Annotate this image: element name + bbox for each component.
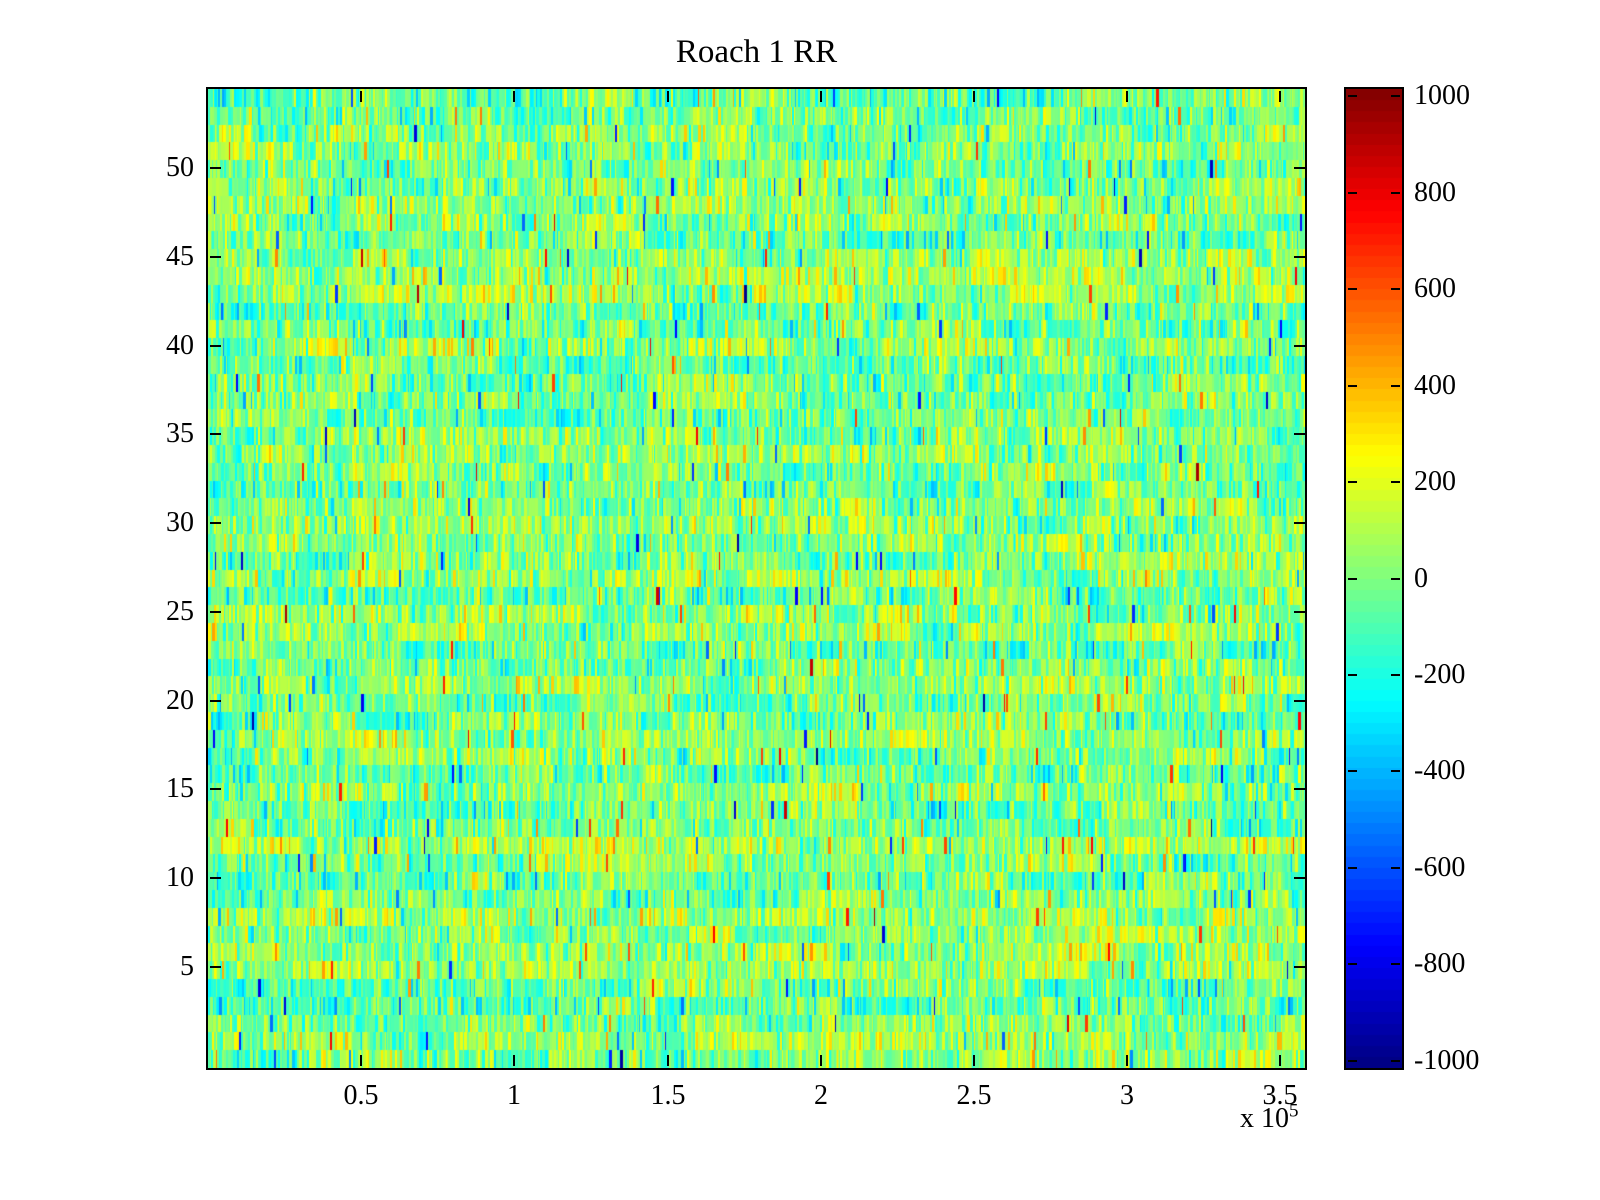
colorbar-tick-right [1391,95,1400,97]
y-tick-label: 15 [166,773,194,804]
y-tick-left [210,611,221,613]
colorbar-tick-right [1391,288,1400,290]
colorbar-tick-label: -1000 [1414,1045,1480,1076]
y-tick-right [1294,167,1305,169]
x-tick-top [667,91,669,102]
x-tick-label: 3 [1120,1080,1134,1111]
colorbar-tick-right [1391,192,1400,194]
colorbar-tick-right [1391,481,1400,483]
x-tick-top [1279,91,1281,102]
colorbar-tick-label: 200 [1414,466,1456,497]
y-tick-right [1294,433,1305,435]
x-tick-top [513,91,515,102]
y-tick-left [210,788,221,790]
colorbar-tick-left [1348,192,1357,194]
x-tick-top [360,91,362,102]
x-axis-exponent: x 105 [1240,1100,1299,1135]
x-tick-label: 3.5 [1262,1080,1298,1111]
x-axis-exponent-prefix: x 10 [1240,1103,1289,1134]
y-tick-right [1294,877,1305,879]
y-tick-label: 40 [166,330,194,361]
colorbar-tick-left [1348,1060,1357,1062]
colorbar-tick-left [1348,867,1357,869]
x-tick-bottom [360,1055,362,1066]
x-axis-exponent-power: 5 [1289,1100,1299,1122]
y-tick-label: 30 [166,507,194,538]
y-tick-left [210,256,221,258]
y-tick-right [1294,611,1305,613]
x-tick-bottom [820,1055,822,1066]
x-tick-bottom [1279,1055,1281,1066]
colorbar-tick-label: -800 [1414,948,1466,979]
x-tick-bottom [513,1055,515,1066]
colorbar-tick-right [1391,867,1400,869]
x-tick-bottom [973,1055,975,1066]
colorbar-tick-left [1348,385,1357,387]
colorbar-tick-label: 0 [1414,563,1428,594]
y-tick-label: 35 [166,418,194,449]
x-tick-label: 2 [814,1080,828,1111]
colorbar-tick-label: 600 [1414,273,1456,304]
x-tick-label: 1.5 [650,1080,686,1111]
y-tick-label: 10 [166,862,194,893]
x-tick-top [973,91,975,102]
y-tick-label: 20 [166,685,194,716]
plot-area [206,87,1307,1070]
colorbar-tick-right [1391,770,1400,772]
x-tick-top [820,91,822,102]
colorbar-tick-left [1348,95,1357,97]
x-tick-bottom [1126,1055,1128,1066]
colorbar-tick-label: 400 [1414,370,1456,401]
colorbar-tick-left [1348,288,1357,290]
colorbar-tick-right [1391,385,1400,387]
y-tick-label: 25 [166,596,194,627]
colorbar-tick-label: 1000 [1414,80,1470,111]
y-tick-right [1294,522,1305,524]
colorbar-tick-right [1391,1060,1400,1062]
x-tick-label: 2.5 [956,1080,992,1111]
y-tick-right [1294,700,1305,702]
y-tick-label: 50 [166,152,194,183]
colorbar-tick-left [1348,481,1357,483]
y-tick-left [210,433,221,435]
colorbar-tick-left [1348,674,1357,676]
chart-title: Roach 1 RR [675,34,838,70]
y-tick-left [210,345,221,347]
x-tick-bottom [667,1055,669,1066]
colorbar-tick-right [1391,674,1400,676]
y-tick-left [210,167,221,169]
y-tick-right [1294,788,1305,790]
colorbar-tick-left [1348,770,1357,772]
colorbar-tick-label: -600 [1414,852,1466,883]
colorbar-tick-label: 800 [1414,177,1456,208]
x-tick-label: 0.5 [343,1080,379,1111]
colorbar-tick-left [1348,578,1357,580]
y-tick-right [1294,966,1305,968]
y-tick-label: 45 [166,241,194,272]
y-tick-left [210,522,221,524]
y-tick-right [1294,256,1305,258]
heatmap-canvas [208,89,1305,1068]
x-tick-top [1126,91,1128,102]
colorbar-tick-left [1348,963,1357,965]
colorbar-tick-label: -200 [1414,659,1466,690]
colorbar-tick-label: -400 [1414,755,1466,786]
y-tick-left [210,877,221,879]
y-tick-right [1294,345,1305,347]
y-tick-label: 5 [180,951,194,982]
y-tick-left [210,700,221,702]
colorbar-tick-right [1391,578,1400,580]
y-tick-left [210,966,221,968]
colorbar-tick-right [1391,963,1400,965]
x-tick-label: 1 [507,1080,521,1111]
